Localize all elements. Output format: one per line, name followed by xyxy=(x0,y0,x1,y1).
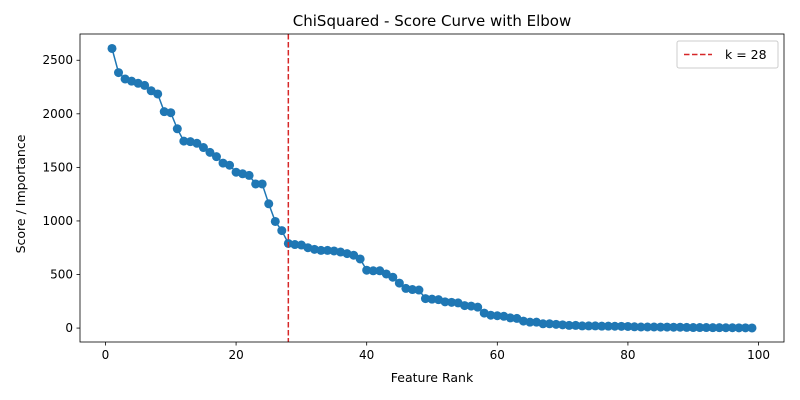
data-point xyxy=(414,285,424,295)
data-point xyxy=(257,179,267,189)
data-point xyxy=(525,317,535,327)
data-point xyxy=(140,80,150,90)
data-point xyxy=(551,319,561,329)
data-point xyxy=(558,320,568,330)
data-point xyxy=(166,108,176,118)
data-point xyxy=(740,323,750,333)
legend-frame xyxy=(676,40,779,69)
data-point xyxy=(486,310,496,320)
y-tick-label: 1500 xyxy=(42,160,73,174)
data-point xyxy=(610,321,620,331)
data-point xyxy=(623,321,633,331)
data-point xyxy=(545,319,555,329)
data-point xyxy=(538,319,548,329)
data-point xyxy=(571,320,581,330)
data-point xyxy=(205,147,215,157)
x-tick-label: 80 xyxy=(620,348,635,362)
data-point xyxy=(368,266,378,276)
data-point xyxy=(388,272,398,282)
data-point xyxy=(669,322,679,332)
data-point xyxy=(629,322,639,332)
x-axis-label: Feature Rank xyxy=(391,370,474,385)
x-tick-label: 100 xyxy=(747,348,770,362)
data-point xyxy=(701,323,711,333)
data-point xyxy=(747,323,757,333)
data-point xyxy=(577,321,587,331)
data-point xyxy=(727,323,737,333)
data-point xyxy=(420,294,430,304)
data-point xyxy=(708,323,718,333)
data-point xyxy=(656,322,666,332)
y-tick-label: 1000 xyxy=(42,214,73,228)
data-point xyxy=(440,297,450,307)
data-point xyxy=(323,245,333,255)
data-point xyxy=(590,321,600,331)
axes-frame xyxy=(79,33,785,343)
data-point xyxy=(349,250,359,260)
data-point xyxy=(198,143,208,153)
y-tick-label: 2500 xyxy=(42,53,73,67)
data-point xyxy=(407,285,417,295)
data-point xyxy=(225,160,235,170)
legend: k = 28 xyxy=(676,40,779,69)
data-point xyxy=(643,322,653,332)
data-point xyxy=(695,323,705,333)
data-point xyxy=(427,294,437,304)
data-point xyxy=(270,216,280,226)
data-point xyxy=(714,323,724,333)
data-point xyxy=(316,245,326,255)
data-point xyxy=(460,301,470,311)
data-point xyxy=(473,302,483,312)
data-point xyxy=(114,68,124,78)
chart-title: ChiSquared - Score Curve with Elbow xyxy=(293,12,571,30)
y-axis-label: Score / Importance xyxy=(13,134,28,253)
data-point xyxy=(251,179,261,189)
data-point xyxy=(447,297,457,307)
data-point xyxy=(172,124,182,134)
data-point xyxy=(394,278,404,288)
data-point xyxy=(616,321,626,331)
legend-label-elbow: k = 28 xyxy=(725,47,767,62)
data-point xyxy=(192,138,202,148)
data-point xyxy=(277,226,287,236)
data-point xyxy=(584,321,594,331)
data-point xyxy=(564,320,574,330)
data-point xyxy=(662,322,672,332)
series-markers xyxy=(107,43,757,333)
x-tick-label: 60 xyxy=(490,348,505,362)
x-tick-label: 20 xyxy=(228,348,243,362)
data-point xyxy=(264,199,274,209)
data-point xyxy=(107,43,117,53)
data-point xyxy=(153,89,163,99)
data-point xyxy=(244,170,254,180)
data-point xyxy=(597,321,607,331)
data-point xyxy=(355,254,365,264)
y-tick-label: 0 xyxy=(65,321,73,335)
data-point xyxy=(649,322,659,332)
data-point xyxy=(603,321,613,331)
data-point xyxy=(734,323,744,333)
data-point xyxy=(688,323,698,333)
data-point xyxy=(505,313,515,323)
data-point xyxy=(179,136,189,146)
y-tick-label: 2000 xyxy=(42,107,73,121)
data-point xyxy=(211,152,221,162)
data-point xyxy=(492,311,502,321)
data-point xyxy=(362,265,372,275)
data-point xyxy=(636,322,646,332)
data-point xyxy=(721,323,731,333)
y-tick-label: 500 xyxy=(50,268,73,282)
data-point xyxy=(675,322,685,332)
x-tick-label: 0 xyxy=(102,348,110,362)
x-tick-label: 40 xyxy=(359,348,374,362)
data-point xyxy=(682,322,692,332)
data-point xyxy=(290,240,300,250)
